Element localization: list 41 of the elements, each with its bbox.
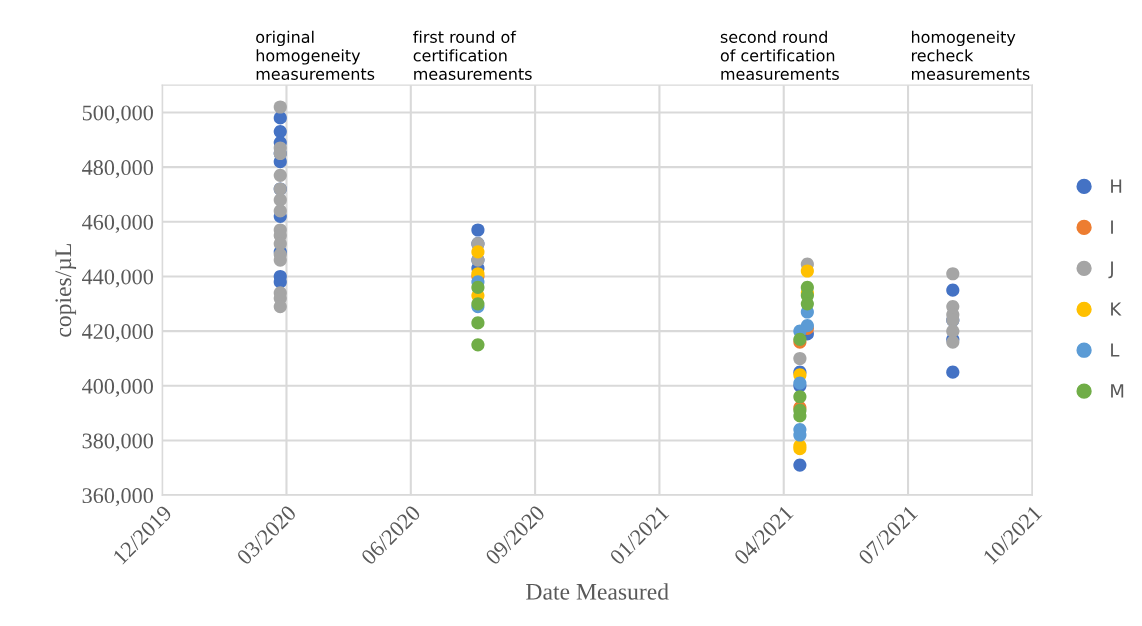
legend-label: J: [1108, 261, 1113, 279]
point: [946, 365, 960, 379]
y-tick-label: 380,000: [82, 433, 153, 452]
point: [471, 338, 485, 352]
point: [946, 283, 960, 297]
point: [793, 351, 807, 366]
y-tick-label: 480,000: [82, 160, 153, 179]
legend-label: H: [1111, 179, 1122, 193]
point: [800, 264, 814, 278]
point: [273, 204, 287, 218]
y-tick-label: 360,000: [82, 488, 153, 507]
point: [800, 297, 814, 311]
y-tick-label: 500,000: [82, 105, 153, 124]
y-axis-title: copies/µL: [55, 244, 77, 337]
point: [471, 280, 485, 295]
point: [273, 193, 287, 207]
point: [273, 125, 287, 139]
point: [273, 168, 287, 182]
legend-label: M: [1111, 384, 1124, 398]
y-tick-label: 400,000: [82, 378, 153, 397]
point: [273, 237, 287, 251]
text: second round of certification measurements: [720, 30, 839, 80]
point: [793, 390, 807, 404]
y-tick-label: 440,000: [82, 269, 153, 288]
point: [471, 245, 485, 259]
point: [793, 458, 807, 472]
point: [946, 324, 960, 338]
point: [273, 100, 287, 114]
text: original homogeneity measurements: [256, 30, 375, 80]
text: homogeneity recheck measurements: [911, 30, 1030, 80]
point: [273, 111, 287, 125]
point: [471, 316, 485, 330]
legend-label: I: [1111, 220, 1113, 234]
point: [946, 267, 960, 281]
y-tick-label: 420,000: [82, 324, 153, 343]
legend-label: K: [1111, 302, 1122, 316]
y-tick-label: 460,000: [82, 214, 153, 233]
x-axis-title: Date Measured: [526, 583, 669, 600]
point: [471, 223, 485, 237]
legend-label: L: [1111, 343, 1120, 357]
text: first round of certification measurements: [413, 30, 532, 80]
